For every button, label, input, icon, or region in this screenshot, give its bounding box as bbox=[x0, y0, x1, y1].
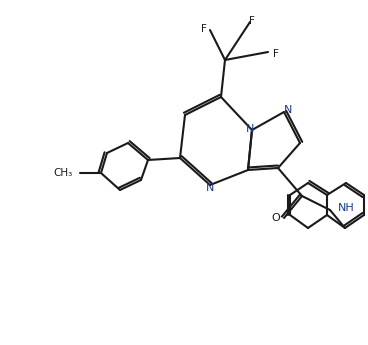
Text: N: N bbox=[206, 183, 214, 193]
Text: F: F bbox=[201, 24, 207, 34]
Text: O: O bbox=[272, 213, 280, 223]
Text: NH: NH bbox=[338, 203, 355, 213]
Text: N: N bbox=[246, 124, 254, 134]
Text: CH₃: CH₃ bbox=[54, 168, 73, 178]
Text: F: F bbox=[249, 16, 255, 26]
Text: F: F bbox=[273, 49, 279, 59]
Text: N: N bbox=[284, 105, 292, 115]
